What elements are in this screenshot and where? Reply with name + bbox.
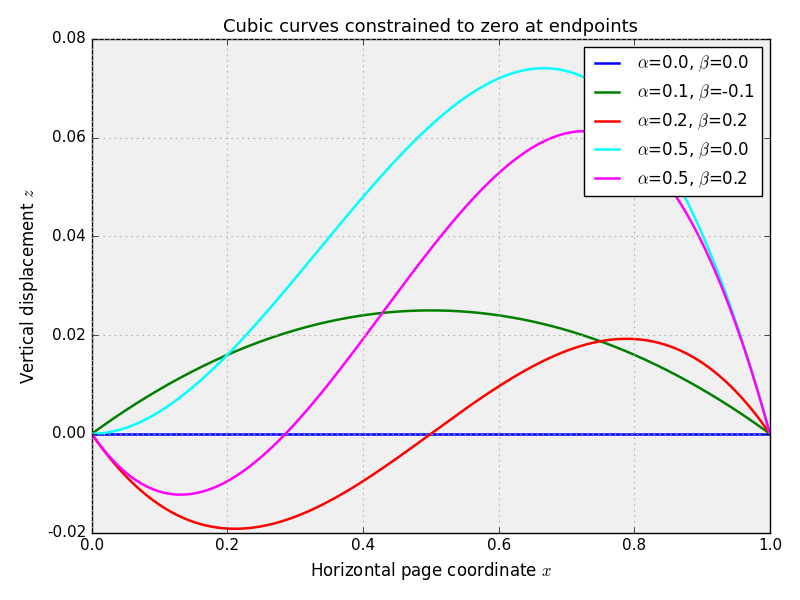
$\alpha$=0.5, $\beta$=0.0 [362,190,371,197]
$\alpha$=0.2, $\beta$=0.2 [230,525,240,532]
Line: $\alpha$=0.1, $\beta$=-0.1: $\alpha$=0.1, $\beta$=-0.1 [92,310,770,434]
$\alpha$=0.5, $\beta$=0.2 [386,298,396,305]
X-axis label: Horizontal page coordinate $x$: Horizontal page coordinate $x$ [310,560,552,582]
$\alpha$=0.5, $\beta$=0.0 [539,65,549,72]
$\alpha$=0.1, $\beta$=-0.1 [426,307,435,314]
$\alpha$=0.1, $\beta$=-0.1 [617,346,626,353]
$\alpha$=0.5, $\beta$=0.2 [554,132,563,139]
$\alpha$=0.5, $\beta$=0.0 [765,430,774,437]
$\alpha$=0.5, $\beta$=0.2 [617,138,626,145]
$\alpha$=0.5, $\beta$=0.0 [554,66,563,73]
$\alpha$=0.5, $\beta$=0.2 [579,128,589,135]
$\alpha$=0.1, $\beta$=-0.1 [362,311,371,319]
$\alpha$=0.5, $\beta$=0.2 [630,146,639,153]
Legend: $\alpha$=0.0, $\beta$=0.0, $\alpha$=0.1, $\beta$=-0.1, $\alpha$=0.2, $\beta$=0.2: $\alpha$=0.0, $\beta$=0.0, $\alpha$=0.1,… [584,47,762,196]
$\alpha$=0.0, $\beta$=0.0 [386,430,395,437]
$\alpha$=0.5, $\beta$=0.2 [765,430,774,437]
Y-axis label: Vertical displacement $z$: Vertical displacement $z$ [18,188,40,383]
$\alpha$=0.1, $\beta$=-0.1 [554,324,563,331]
$\alpha$=0.0, $\beta$=0.0 [87,430,97,437]
$\alpha$=0.2, $\beta$=0.2 [87,430,97,437]
$\alpha$=0.1, $\beta$=-0.1 [765,430,774,437]
$\alpha$=0.2, $\beta$=0.2 [617,335,626,343]
$\alpha$=0.5, $\beta$=0.0 [617,100,626,107]
$\alpha$=0.1, $\beta$=-0.1 [629,351,638,358]
$\alpha$=0.5, $\beta$=0.2 [362,331,371,338]
$\alpha$=0.0, $\beta$=0.0 [553,430,562,437]
$\alpha$=0.5, $\beta$=0.0 [386,163,395,170]
$\alpha$=0.5, $\beta$=0.2 [176,491,186,498]
Line: $\alpha$=0.2, $\beta$=0.2: $\alpha$=0.2, $\beta$=0.2 [92,339,770,529]
$\alpha$=0.0, $\beta$=0.0 [765,430,774,437]
$\alpha$=0.0, $\beta$=0.0 [628,430,638,437]
$\alpha$=0.0, $\beta$=0.0 [362,430,371,437]
$\alpha$=0.2, $\beta$=0.2 [386,458,396,466]
$\alpha$=0.2, $\beta$=0.2 [765,430,774,437]
$\alpha$=0.2, $\beta$=0.2 [630,335,639,343]
$\alpha$=0.1, $\beta$=-0.1 [87,430,97,437]
Line: $\alpha$=0.5, $\beta$=0.0: $\alpha$=0.5, $\beta$=0.0 [92,68,770,434]
$\alpha$=0.0, $\beta$=0.0 [616,430,626,437]
$\alpha$=0.5, $\beta$=0.0 [156,407,166,414]
$\alpha$=0.5, $\beta$=0.2 [156,488,166,496]
$\alpha$=0.2, $\beta$=0.2 [622,335,631,343]
$\alpha$=0.2, $\beta$=0.2 [156,502,166,509]
$\alpha$=0.5, $\beta$=0.0 [87,430,97,437]
Line: $\alpha$=0.5, $\beta$=0.2: $\alpha$=0.5, $\beta$=0.2 [92,131,770,494]
$\alpha$=0.2, $\beta$=0.2 [554,350,563,358]
$\alpha$=0.0, $\beta$=0.0 [156,430,166,437]
$\alpha$=0.1, $\beta$=-0.1 [386,308,395,316]
$\alpha$=0.2, $\beta$=0.2 [362,475,371,482]
$\alpha$=0.1, $\beta$=-0.1 [156,385,166,392]
Title: Cubic curves constrained to zero at endpoints: Cubic curves constrained to zero at endp… [223,18,638,36]
$\alpha$=0.5, $\beta$=0.2 [87,430,97,437]
$\alpha$=0.5, $\beta$=0.0 [629,113,638,121]
